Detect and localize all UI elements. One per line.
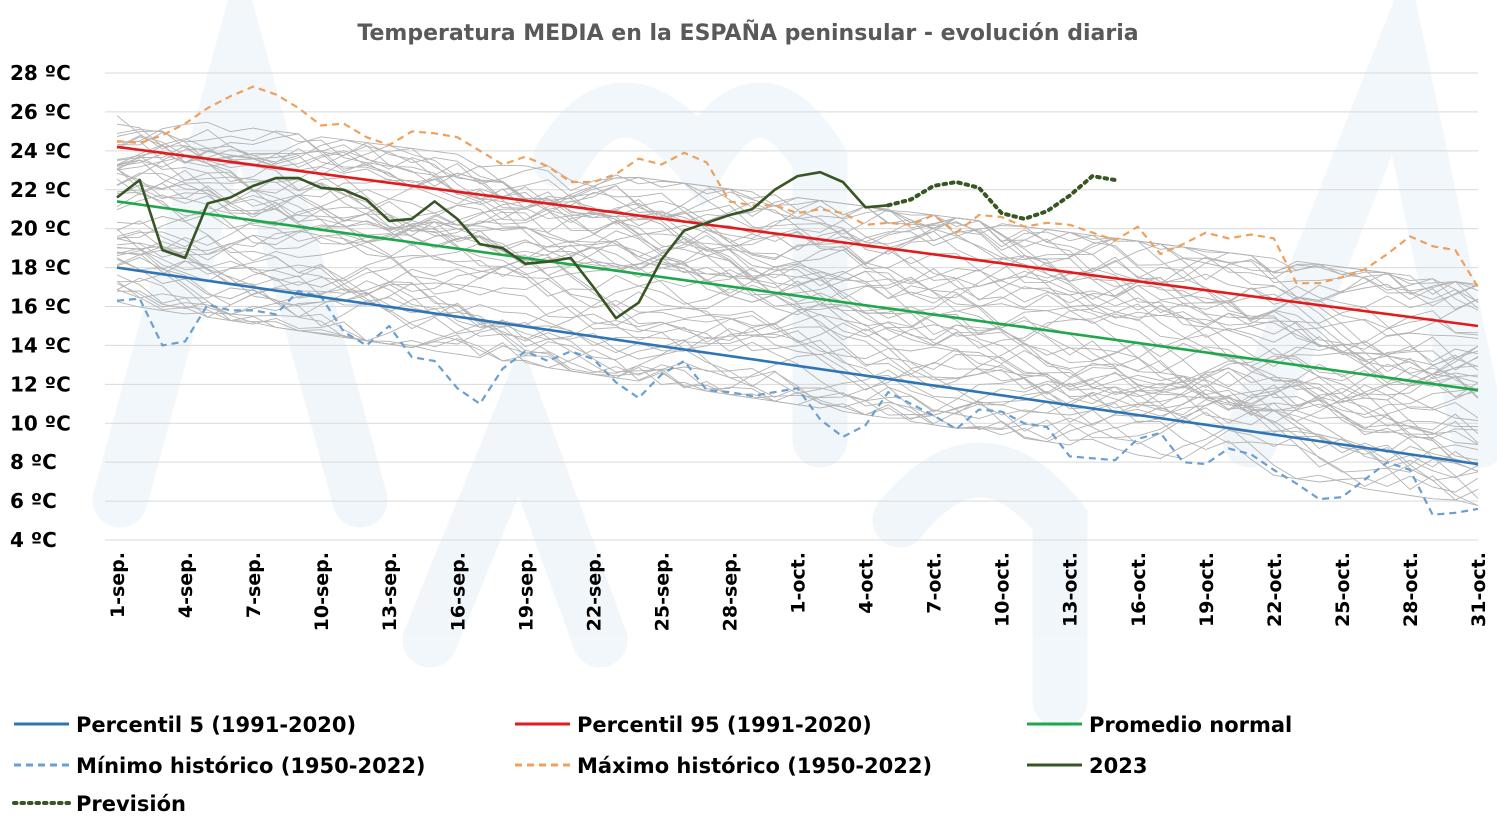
series-lines	[116, 85, 1479, 516]
x-tick-label: 1-oct.	[788, 552, 810, 614]
historical-year-line	[116, 155, 1479, 303]
x-tick-label: 16-sep.	[447, 552, 469, 631]
x-tick-label: 28-oct.	[1400, 552, 1422, 627]
historical-year-line	[116, 290, 1479, 397]
historical-year-line	[116, 215, 1479, 414]
historical-year-line	[116, 172, 1479, 422]
legend: Percentil 5 (1991-2020) Percentil 95 (199…	[12, 713, 1292, 816]
aemet-watermark	[92, 0, 1497, 728]
historical-year-line	[116, 274, 1479, 464]
x-tick-label: 7-oct.	[924, 552, 946, 614]
x-tick-label: 19-oct.	[1196, 552, 1218, 627]
y-tick-label: 14 ºC	[10, 333, 71, 357]
x-tick-label: 4-oct.	[856, 552, 878, 614]
historical-year-line	[116, 160, 1479, 427]
x-tick-label: 19-sep.	[515, 552, 537, 631]
x-tick-label: 22-sep.	[583, 552, 605, 631]
series-line-2023	[116, 170, 889, 320]
historical-year-line	[116, 115, 1479, 347]
x-tick-label: 13-sep.	[379, 552, 401, 631]
historical-year-line	[116, 256, 1479, 398]
historical-year-line	[116, 172, 1479, 507]
historical-year-line	[116, 260, 1479, 501]
legend-label: Percentil 5 (1991-2020)	[76, 713, 356, 737]
historical-year-line	[116, 238, 1479, 472]
y-tick-label: 12 ºC	[10, 372, 71, 396]
y-tick-label: 20 ºC	[10, 217, 71, 241]
series-line-percentil-95-1991-2020	[116, 145, 1479, 328]
historical-year-line	[116, 246, 1479, 466]
series-line-minimo-historico-1950-2022	[116, 289, 1479, 516]
historical-year-line	[116, 121, 1479, 295]
chart-title: Temperatura MEDIA en la ESPAÑA peninsula…	[357, 20, 1138, 46]
x-tick-label: 25-sep.	[651, 552, 673, 631]
x-tick-label: 13-oct.	[1060, 552, 1082, 627]
historical-year-line	[116, 168, 1479, 467]
legend-label: Previsión	[76, 792, 186, 816]
y-tick-label: 8 ºC	[10, 450, 57, 474]
x-tick-label: 10-sep.	[311, 552, 333, 631]
legend-label: Máximo histórico (1950-2022)	[577, 754, 932, 778]
x-tick-label: 4-sep.	[175, 552, 197, 618]
historical-year-line	[116, 247, 1479, 493]
watermark-stroke	[92, 0, 388, 528]
legend-label: Promedio normal	[1089, 713, 1292, 737]
y-tick-label: 10 ºC	[10, 411, 71, 435]
watermark-stroke	[402, 343, 628, 668]
y-tick-label: 24 ºC	[10, 139, 71, 163]
historical-year-line	[116, 257, 1479, 446]
series-line-prevision	[886, 174, 1118, 221]
historical-year-line	[116, 230, 1479, 468]
historical-year-line	[116, 200, 1479, 499]
y-tick-label: 18 ºC	[10, 256, 71, 280]
y-tick-label: 6 ºC	[10, 489, 57, 513]
y-tick-label: 22 ºC	[10, 178, 71, 202]
historical-year-line	[116, 245, 1479, 342]
legend-label: Mínimo histórico (1950-2022)	[76, 754, 426, 778]
historical-year-line	[116, 227, 1479, 439]
historical-year-line	[116, 145, 1479, 415]
historical-year-line	[116, 151, 1479, 343]
historical-year-line	[116, 130, 1479, 380]
historical-year-line	[116, 136, 1479, 309]
x-axis-ticks: 1-sep. 4-sep. 7-sep. 10-sep. 13-sep. 16-sep. 1…	[107, 552, 1490, 631]
historical-year-line	[116, 135, 1479, 371]
series-line-percentil-5-1991-2020	[116, 266, 1479, 466]
historical-year-line	[116, 133, 1479, 376]
x-tick-label: 28-sep.	[719, 552, 741, 631]
historical-year-line	[116, 188, 1479, 310]
series-line-maximo-historico-1950-2022	[116, 85, 1479, 288]
historical-year-line	[116, 301, 1479, 488]
gridlines	[105, 72, 1478, 541]
y-tick-label: 4 ºC	[10, 528, 57, 552]
legend-label: 2023	[1089, 754, 1147, 778]
x-tick-label: 10-oct.	[992, 552, 1014, 627]
historical-years-ensemble	[116, 115, 1479, 507]
watermark-stroke	[1222, 0, 1497, 468]
x-tick-label: 7-sep.	[243, 552, 265, 618]
x-tick-label: 22-oct.	[1264, 552, 1286, 627]
historical-year-line	[116, 159, 1479, 435]
historical-year-line	[116, 245, 1479, 445]
historical-year-line	[116, 182, 1479, 398]
x-tick-label: 31-oct.	[1468, 552, 1490, 627]
watermark-stroke	[532, 82, 848, 468]
legend-label: Percentil 95 (1991-2020)	[577, 713, 872, 737]
historical-year-line	[116, 205, 1479, 363]
series-line-promedio-normal	[116, 200, 1479, 392]
x-tick-label: 1-sep.	[107, 552, 129, 618]
y-tick-label: 28 ºC	[10, 61, 71, 85]
x-tick-label: 25-oct.	[1332, 552, 1354, 627]
x-tick-label: 16-oct.	[1128, 552, 1150, 627]
y-tick-label: 16 ºC	[10, 295, 71, 319]
watermark-stroke	[872, 442, 1088, 728]
y-tick-label: 26 ºC	[10, 100, 71, 124]
y-axis-ticks: 4 ºC 6 ºC 8 ºC 10 ºC 12 ºC 14 ºC 16 ºC 18 ºC 20 …	[10, 61, 71, 552]
